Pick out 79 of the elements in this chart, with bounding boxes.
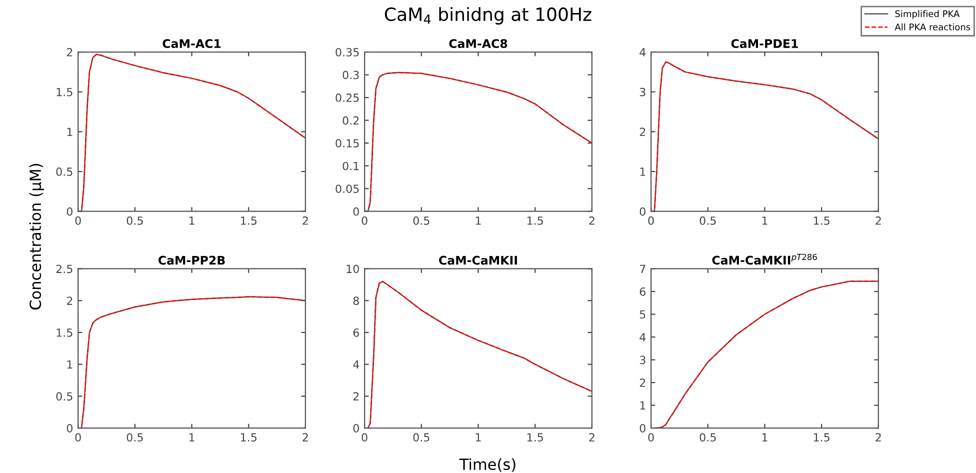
y-tick-label: 1 — [640, 401, 646, 410]
y-tick-label: 0 — [66, 424, 72, 432]
x-tick-label: 1 — [762, 433, 768, 442]
chart-title: CaM-CaMKII$^{pT286}$ — [712, 254, 817, 265]
y-tick-label: 0.1 — [342, 162, 359, 170]
y-tick-label: 2 — [640, 378, 646, 387]
x-tick-label: 2 — [302, 433, 308, 442]
x-tick-label: 1.5 — [240, 433, 256, 442]
x-tick-label: 0.5 — [413, 216, 430, 225]
x-tick-label: 0.5 — [126, 433, 143, 442]
x-tick-label: 1 — [762, 216, 768, 225]
y-tick-label: 0.35 — [336, 48, 359, 56]
x-tick-label: 2 — [302, 216, 308, 225]
y-tick-label: 2 — [66, 48, 72, 56]
y-tick-label: 0.05 — [336, 184, 359, 193]
y-tick-label: 2 — [66, 296, 72, 305]
x-tick-label: 0 — [648, 433, 654, 442]
x-tick-label: 1 — [189, 216, 194, 225]
chart-title: CaM-AC8 — [449, 39, 508, 48]
y-tick-label: 1.5 — [56, 328, 72, 337]
y-tick-label: 8 — [353, 296, 359, 305]
x-tick-label: 0 — [362, 216, 368, 225]
y-tick-label: 0.15 — [336, 139, 359, 148]
x-tick-label: 2 — [589, 216, 594, 225]
x-tick-label: 1 — [189, 433, 194, 442]
x-tick-label: 0.5 — [126, 216, 143, 225]
y-tick-label: 3 — [640, 356, 646, 364]
y-tick-label: 1 — [640, 168, 646, 176]
y-tick-label: 0 — [66, 207, 72, 216]
chart-title: CaM-PDE1 — [731, 39, 798, 48]
x-tick-label: 0 — [362, 433, 368, 442]
y-tick-label: 2.5 — [56, 264, 72, 274]
x-tick-label: 1.5 — [527, 216, 543, 225]
y-tick-label: 0 — [353, 424, 359, 432]
y-tick-label: 1.5 — [56, 88, 72, 96]
y-tick-label: 1 — [67, 360, 72, 369]
legend-label: Simplified PKA — [895, 10, 960, 19]
y-tick-label: 0.3 — [342, 70, 359, 80]
y-tick-label: 4 — [353, 360, 360, 369]
y-tick-label: 0.2 — [342, 116, 359, 125]
x-tick-label: 2 — [876, 216, 881, 225]
x-tick-label: 1.5 — [527, 433, 543, 442]
y-tick-label: 0.5 — [56, 392, 72, 401]
x-tick-label: 1.5 — [814, 433, 830, 442]
y-tick-label: 7 — [640, 264, 646, 273]
x-tick-label: 0 — [75, 216, 81, 225]
x-tick-label: 0 — [648, 216, 654, 225]
y-tick-label: 4 — [640, 48, 646, 56]
chart-title: CaM-PP2B — [158, 256, 225, 265]
x-tick-label: 0.5 — [700, 216, 716, 225]
x-axis-title: Time(s) — [459, 458, 516, 472]
y-tick-label: 5 — [640, 310, 646, 319]
x-tick-label: 0.5 — [413, 433, 430, 442]
x-tick-label: 2 — [876, 433, 881, 442]
y-tick-label: 3 — [640, 88, 646, 96]
x-tick-label: 1 — [476, 433, 481, 442]
chart-title: CaM-CaMKII — [439, 256, 517, 265]
y-tick-label: 0 — [640, 207, 646, 216]
legend-label: All PKA reactions — [894, 23, 970, 30]
x-tick-label: 0.5 — [700, 433, 716, 442]
y-tick-label: 0 — [353, 207, 359, 216]
y-tick-label: 6 — [640, 287, 646, 296]
y-tick-label: 0.25 — [336, 94, 359, 102]
x-tick-label: 1.5 — [814, 216, 830, 225]
y-axis-title: Concentration (µM) — [29, 164, 44, 310]
y-tick-label: 10 — [346, 264, 359, 274]
y-tick-label: 4 — [640, 333, 646, 342]
text: CaM$_{4}$ binidng at 100Hz — [384, 7, 592, 25]
y-tick-label: 2 — [640, 128, 646, 136]
x-tick-label: 2 — [589, 433, 594, 442]
y-tick-label: 0 — [640, 424, 646, 432]
y-tick-label: 0.5 — [56, 168, 72, 176]
x-tick-label: 1.5 — [240, 216, 256, 225]
chart-title: CaM-AC1 — [162, 39, 221, 48]
y-tick-label: 6 — [353, 328, 359, 337]
x-tick-label: 0 — [75, 433, 81, 442]
y-tick-label: 1 — [67, 128, 72, 136]
x-tick-label: 1 — [476, 216, 481, 225]
y-tick-label: 2 — [353, 392, 359, 400]
